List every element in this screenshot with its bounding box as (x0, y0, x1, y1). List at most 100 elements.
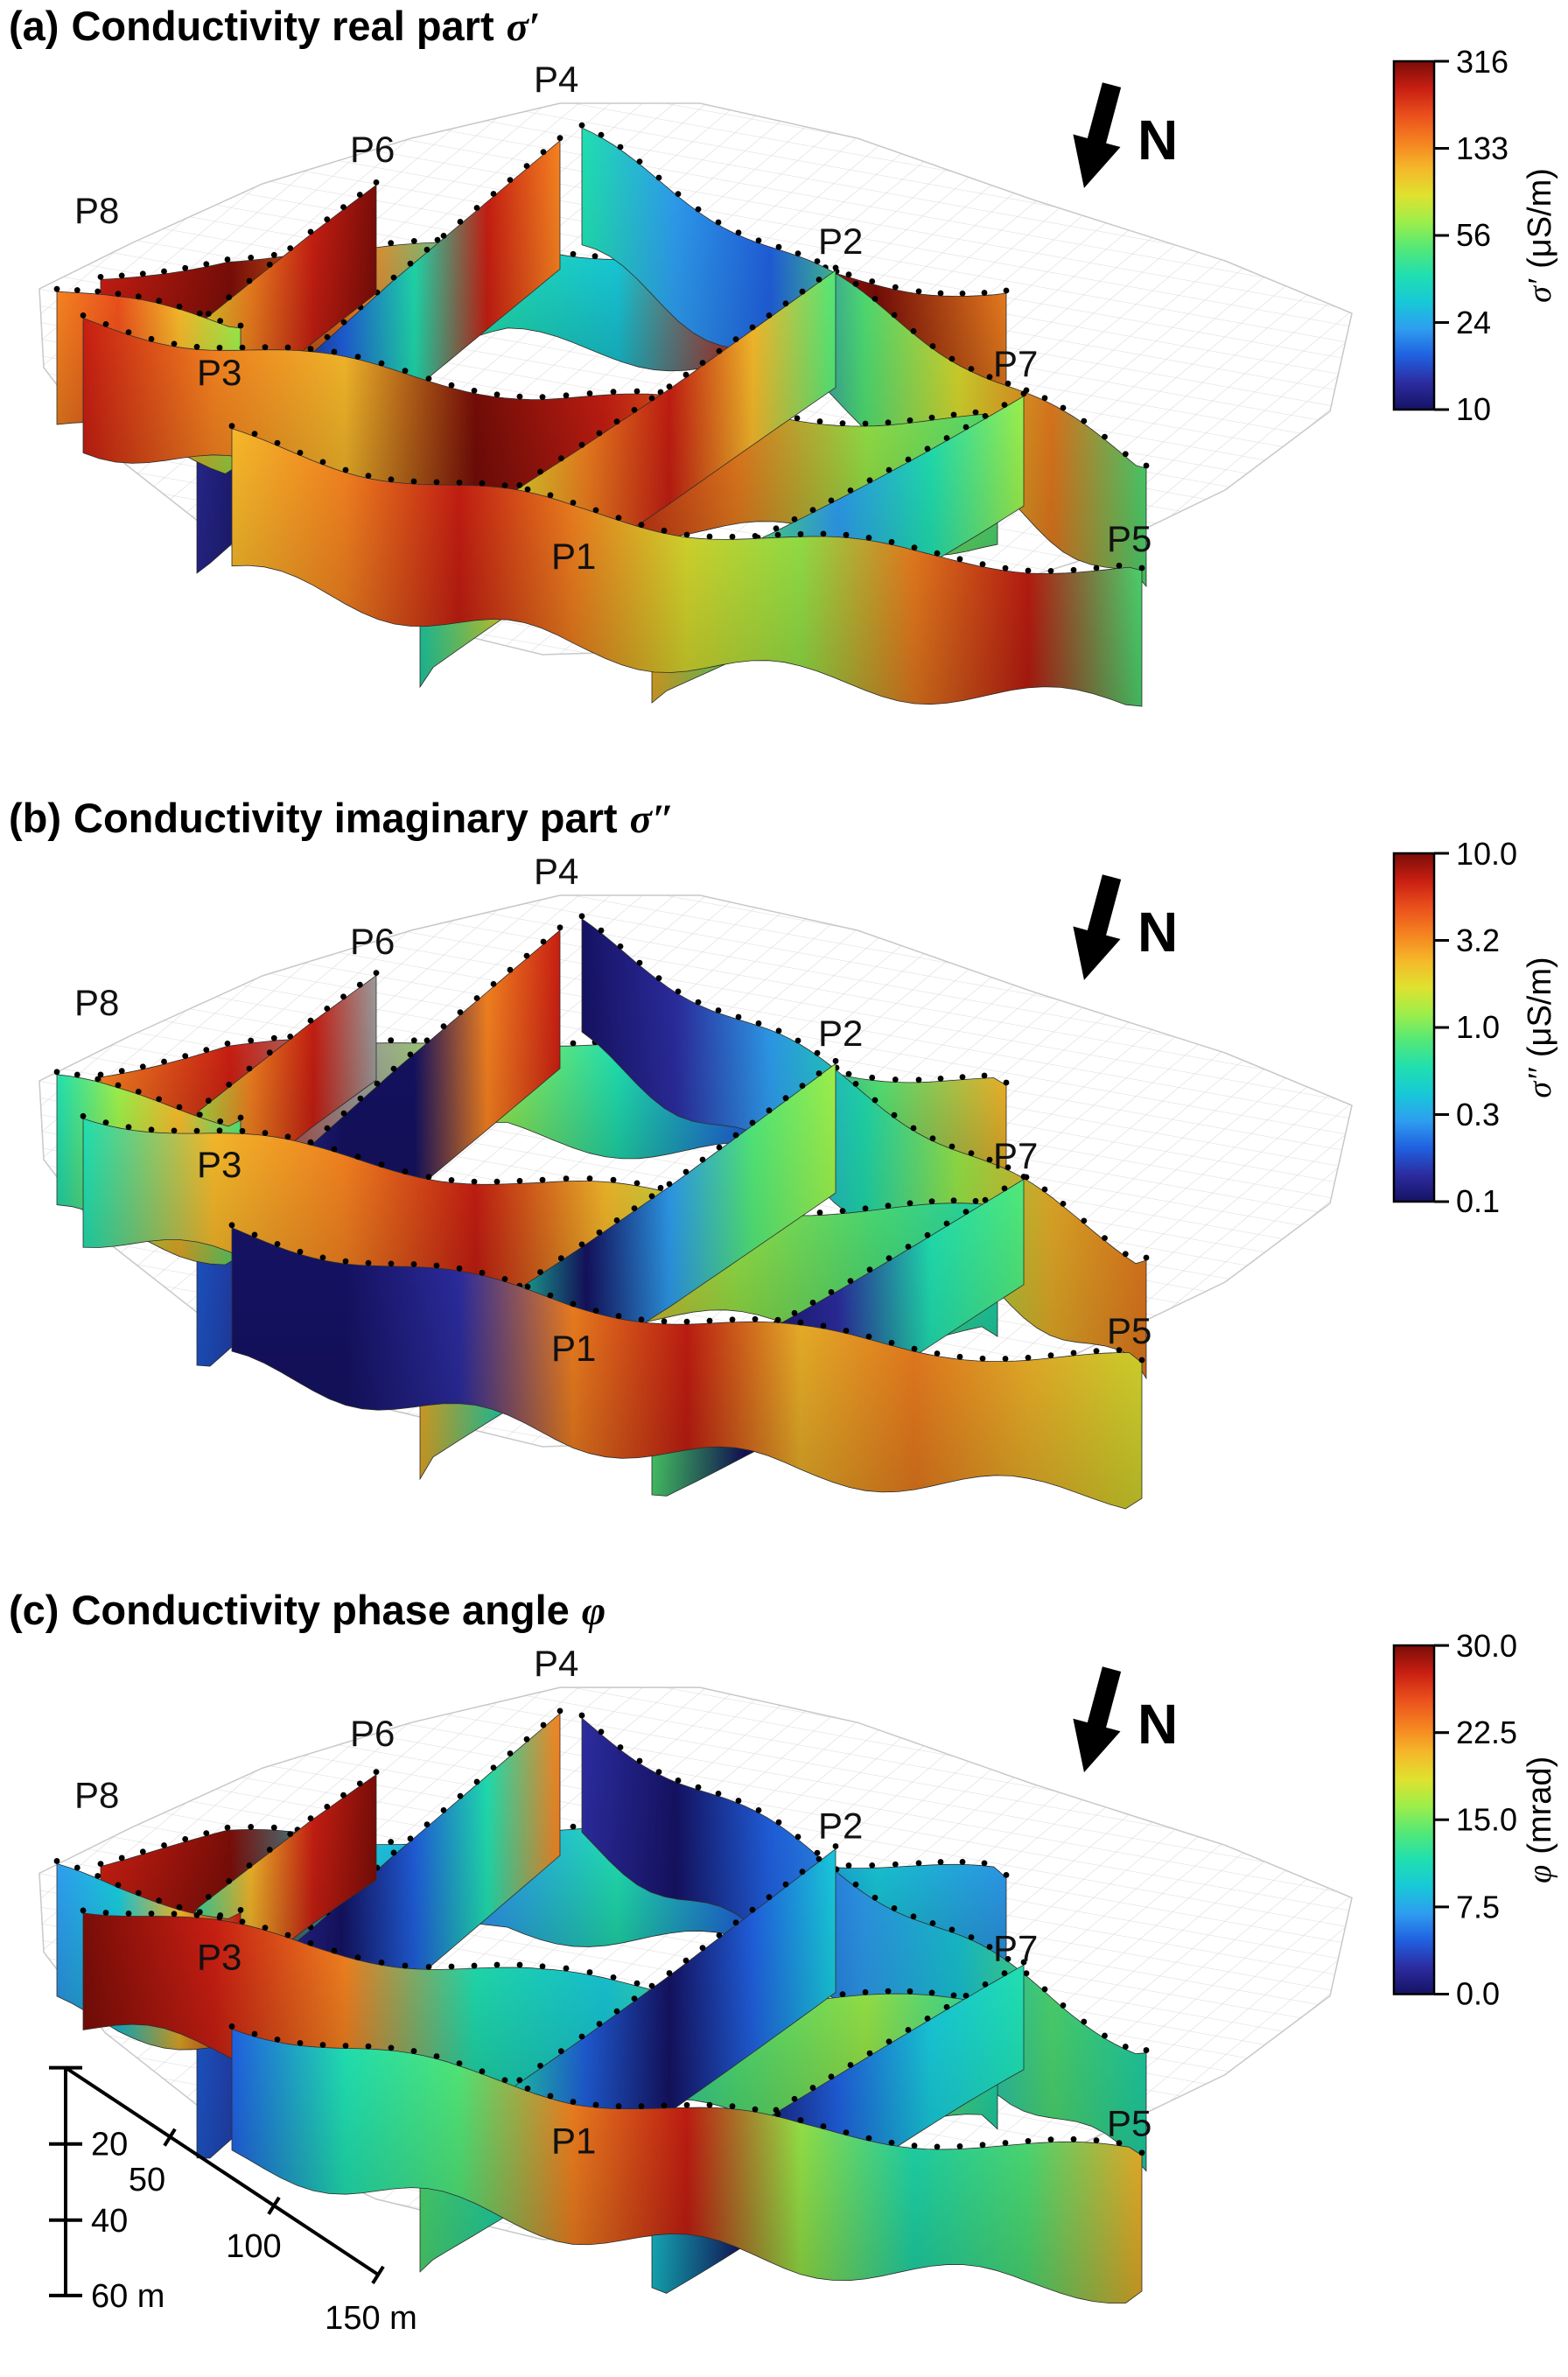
colorbar-ticks (1434, 1644, 1449, 1996)
colorbar-gradient (1392, 60, 1436, 411)
title-symbol: φ (581, 1588, 606, 1634)
north-label: N (1138, 109, 1178, 172)
profile-label-P2: P2 (818, 221, 863, 262)
electrode-dots (228, 2023, 1145, 2156)
colorbar-tick-label: 133 (1456, 130, 1508, 166)
colorbar-tick-label: 0.1 (1456, 1183, 1500, 1219)
electrode-dots (185, 1769, 380, 1922)
colorbar-symbol: σ″ (1522, 1067, 1558, 1098)
colorbar: 316 133 56 24 10 σ′ (μS/m) (1392, 44, 1558, 427)
profile-label-P1: P1 (551, 2121, 596, 2162)
profile-label-P4: P4 (534, 59, 578, 100)
colorbar: 30.0 22.5 15.0 7.5 0.0 φ (mrad) (1392, 1628, 1558, 2012)
tick-mark (163, 2128, 177, 2147)
north-arrow: N (1073, 874, 1178, 980)
colorbar-tick-label: 10.0 (1456, 836, 1517, 872)
profile-label-P3: P3 (197, 1936, 242, 1977)
electrode-dots (53, 1069, 244, 1125)
tick-mark (371, 2265, 385, 2284)
scale-distance-label: 50 (129, 2162, 165, 2198)
electrode-dots (228, 423, 1145, 574)
title-symbol: σ″ (629, 796, 675, 842)
colorbar-tick-label: 0.3 (1456, 1097, 1500, 1132)
scale-depth-label: 60 m (91, 2278, 164, 2315)
colorbar-tick-label: 1.0 (1456, 1009, 1500, 1045)
colorbar-tick-label: 316 (1456, 44, 1508, 80)
scale-depth-label: 20 (91, 2127, 128, 2163)
scene-a: P8 P6 P4 P2 P3 P7 P1 P5 N (38, 44, 1558, 707)
fence-section-F5 (228, 2023, 1145, 2304)
colorbar-symbol: φ (1522, 1865, 1558, 1883)
profile-label-P1: P1 (551, 536, 596, 577)
fence-diagram (38, 894, 1353, 1510)
profile-label-P3: P3 (197, 352, 242, 393)
colorbar-gradient (1392, 852, 1436, 1203)
colorbar-gradient (1392, 1644, 1436, 1995)
colorbar-unit: (μS/m) (1522, 168, 1558, 269)
title-text: Conductivity imaginary part (74, 795, 618, 841)
electrode-dots (53, 1858, 244, 1918)
profile-labels: P8 P6 P4 P2 P3 P7 P1 P5 (74, 59, 1152, 577)
north-arrow-icon (1073, 82, 1122, 188)
colorbar-ticks (1434, 60, 1449, 411)
profile-label-P6: P6 (350, 921, 395, 962)
panel-c: (c) Conductivity phase angle φ P8 P6 P4 P2… (0, 1584, 1568, 2377)
scale-bar-lines (49, 2065, 385, 2297)
profile-label-P3: P3 (197, 1144, 242, 1185)
profile-label-P6: P6 (350, 129, 395, 170)
colorbar-tick-label: 56 (1456, 217, 1491, 253)
colorbar-symbol: σ′ (1522, 278, 1558, 303)
north-arrow-icon (1073, 874, 1122, 980)
title-prefix: (b) (9, 795, 62, 841)
panel-c-title: (c) Conductivity phase angle φ (9, 1586, 606, 1635)
colorbar-tick-label: 24 (1456, 305, 1491, 340)
profile-label-P8: P8 (74, 1774, 119, 1815)
title-prefix: (c) (9, 1587, 60, 1633)
title-symbol: σ′ (506, 4, 541, 50)
title-prefix: (a) (9, 3, 60, 49)
title-text: Conductivity phase angle (71, 1587, 570, 1633)
scale-distance-label: 100 (226, 2228, 281, 2265)
colorbar-unit: (mrad) (1522, 1756, 1558, 1855)
profile-label-P7: P7 (993, 343, 1038, 384)
scale-depth-label: 40 (91, 2203, 128, 2240)
profile-label-P4: P4 (534, 851, 578, 892)
colorbar-tick-label: 10 (1456, 391, 1491, 427)
fence-diagram (38, 102, 1353, 707)
fence-section-F5 (228, 423, 1145, 707)
electrode-dots (578, 1712, 1150, 2053)
profile-label-P4: P4 (534, 1643, 578, 1684)
north-label: N (1138, 1693, 1178, 1756)
colorbar-tick-label: 30.0 (1456, 1628, 1517, 1664)
profile-label-P8: P8 (74, 190, 119, 231)
scale-distance-label: 150 m (325, 2300, 417, 2337)
north-arrow: N (1073, 82, 1178, 188)
north-arrow: N (1073, 1666, 1178, 1773)
colorbar-tick-label: 22.5 (1456, 1714, 1517, 1750)
scale-bar-distance-axis (64, 2065, 380, 2276)
scale-bar: 20 40 60 m 50 100 150 m (49, 2065, 417, 2337)
profile-label-P8: P8 (74, 982, 119, 1023)
north-arrow-icon (1073, 1666, 1122, 1773)
colorbar-tick-label: 0.0 (1456, 1976, 1500, 2012)
panel-b-title: (b) Conductivity imaginary part σ″ (9, 794, 675, 843)
fence-diagram (38, 1686, 1353, 2304)
colorbar-axis-label: σ′ (μS/m) (1522, 168, 1558, 303)
colorbar-tick-label: 7.5 (1456, 1889, 1500, 1925)
profile-label-P1: P1 (551, 1328, 596, 1369)
colorbar-tick-label: 15.0 (1456, 1801, 1517, 1837)
profile-label-P7: P7 (993, 1135, 1038, 1176)
tick-mark (267, 2196, 281, 2215)
profile-label-P6: P6 (350, 1713, 395, 1754)
scene-b: P8 P6 P4 P2 P3 P7 P1 P5 N (38, 836, 1558, 1510)
profile-labels: P8 P6 P4 P2 P3 P7 P1 P5 (74, 851, 1152, 1369)
panel-a-title: (a) Conductivity real part σ′ (9, 2, 540, 51)
colorbar-ticks (1434, 852, 1449, 1203)
colorbar-tick-label: 3.2 (1456, 922, 1500, 958)
north-label: N (1138, 901, 1178, 964)
profile-label-P5: P5 (1107, 518, 1152, 559)
title-text: Conductivity real part (71, 3, 494, 49)
electrode-dots (228, 1222, 1145, 1364)
panel-a: (a) Conductivity real part σ′ P8 P6 P4 P2 … (0, 0, 1568, 792)
